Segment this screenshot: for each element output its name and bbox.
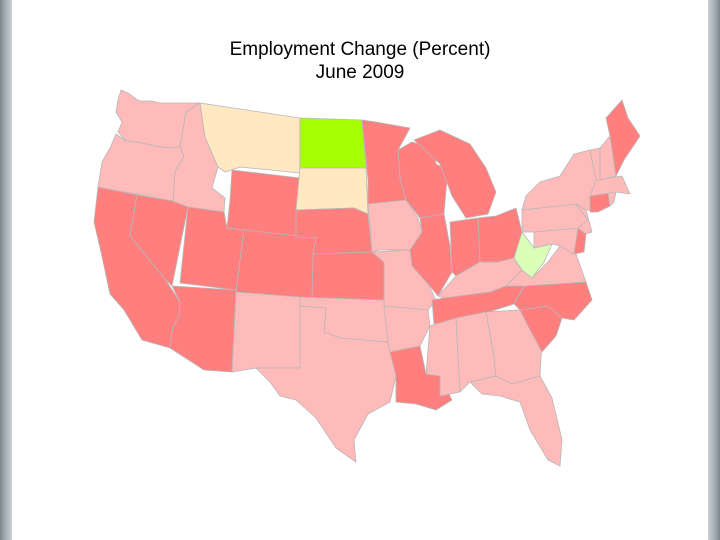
state-florida xyxy=(469,375,563,467)
state-arizona xyxy=(169,285,237,373)
state-illinois xyxy=(409,213,453,297)
state-maine xyxy=(605,99,641,177)
state-new-mexico xyxy=(231,291,301,373)
state-louisiana xyxy=(389,345,453,411)
map-subtitle: June 2009 xyxy=(315,62,405,83)
state-kansas xyxy=(311,251,385,301)
state-wyoming xyxy=(226,169,301,238)
state-texas xyxy=(255,305,397,463)
map-title-block: Employment Change (Percent) June 2009 xyxy=(12,38,708,84)
state-colorado xyxy=(235,229,317,301)
state-north-dakota xyxy=(299,117,367,169)
state-arkansas xyxy=(383,305,431,353)
state-west-virginia xyxy=(513,231,553,279)
state-massachusetts xyxy=(589,175,631,197)
state-michigan xyxy=(413,129,497,219)
state-south-dakota xyxy=(295,167,369,215)
map-title: Employment Change (Percent) xyxy=(229,39,491,60)
